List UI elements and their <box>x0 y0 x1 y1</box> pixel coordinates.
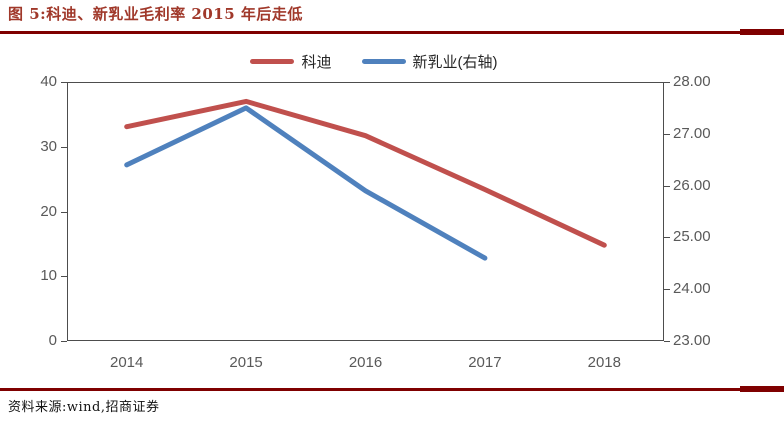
legend-item-kedi: 科迪 <box>250 51 332 72</box>
right-axis-tick-label: 24.00 <box>673 280 711 298</box>
top-rule-line <box>0 31 784 34</box>
chart-legend: 科迪 新乳业(右轴) <box>0 51 766 72</box>
x-axis-tick-label: 2018 <box>587 354 621 371</box>
left-axis-tick-mark <box>61 276 67 278</box>
top-rule-thick-segment <box>740 29 784 35</box>
chart-area: 40 30 20 10 0 28.00 27.00 26.00 25.00 24.00 23.00 2… <box>0 70 784 382</box>
left-axis-tick-mark <box>61 211 67 213</box>
right-axis-tick-mark <box>664 82 670 83</box>
x-axis-tick-label: 2014 <box>110 354 144 371</box>
right-axis-tick-label: 28.00 <box>673 73 711 90</box>
xinruye-line-swatch-icon <box>361 59 406 64</box>
left-axis-tick-label: 30 <box>40 137 57 155</box>
left-axis-tick-label: 20 <box>40 202 57 220</box>
right-axis-tick-label: 23.00 <box>673 332 711 349</box>
x-axis-tick-label: 2016 <box>348 354 383 371</box>
left-axis-tick-mark <box>61 82 67 83</box>
right-axis-tick-label: 27.00 <box>673 124 711 142</box>
x-axis-tick-label: 2017 <box>468 354 502 371</box>
figure-title: 图 5:科迪、新乳业毛利率 2015 年后走低 <box>8 5 303 23</box>
bottom-rule-thick-segment <box>740 386 784 392</box>
legend-label-xinruye: 新乳业(右轴) <box>412 54 498 71</box>
right-axis-tick-label: 25.00 <box>673 228 711 246</box>
bottom-rule-line <box>0 388 784 391</box>
legend-label-kedi: 科迪 <box>301 54 332 71</box>
kedi-line-swatch-icon <box>250 59 295 64</box>
left-axis-tick-label: 0 <box>48 332 57 349</box>
right-axis-tick-mark <box>664 237 670 239</box>
left-axis-tick-label: 10 <box>40 267 57 285</box>
right-axis-tick-mark <box>664 133 670 135</box>
right-axis-tick-mark <box>664 289 670 291</box>
right-axis-tick-mark <box>664 185 670 187</box>
x-axis-tick-label: 2015 <box>229 354 263 371</box>
left-axis-tick-mark <box>61 146 67 148</box>
left-axis-tick-label: 40 <box>40 73 57 90</box>
legend-item-xinruye: 新乳业(右轴) <box>361 51 498 72</box>
plot-border <box>67 82 664 341</box>
left-axis-tick-mark <box>61 341 67 342</box>
right-axis-tick-mark <box>664 341 670 342</box>
right-axis-tick-label: 26.00 <box>673 176 711 194</box>
data-source-note: 资料来源:wind,招商证券 <box>8 400 160 415</box>
